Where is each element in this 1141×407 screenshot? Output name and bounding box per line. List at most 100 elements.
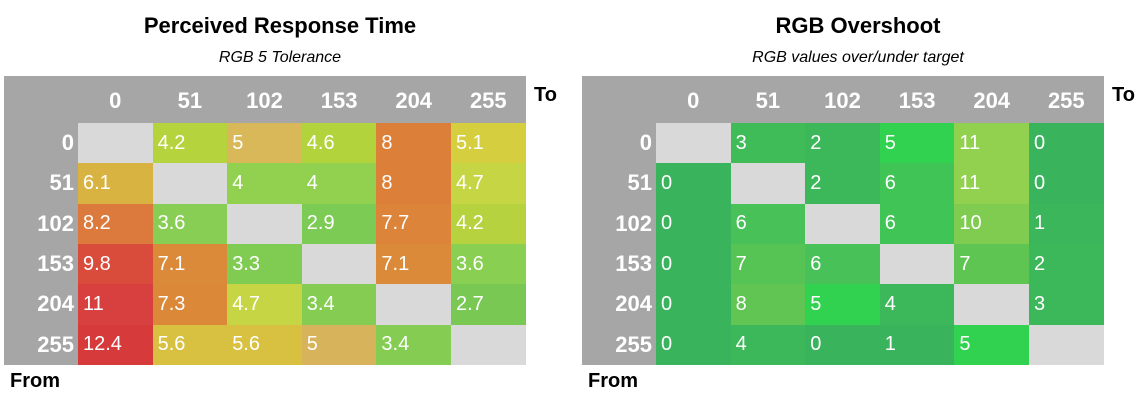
heatmap-grid: 0 51 102 153 204 255 0 4.2 5 4.6 8 5.1 51 6.1 4 4 8 4.7 10… <box>4 76 527 366</box>
row-header: 153 <box>615 251 652 277</box>
heatmap-cell: 4.7 <box>227 284 303 325</box>
column-header: 255 <box>469 88 507 113</box>
column-header: 102 <box>246 88 283 113</box>
heatmap-cell: 6 <box>879 203 955 245</box>
diagonal-cell <box>805 203 881 245</box>
heatmap-cell: 8 <box>376 123 452 164</box>
heatmap-cell: 5 <box>301 324 377 366</box>
heatmap-cell: 5 <box>954 324 1030 366</box>
heatmap-cell: 4.2 <box>451 203 527 245</box>
row-header: 255 <box>615 331 652 357</box>
heatmap-cell: 1 <box>1029 203 1105 245</box>
heatmap-cell: 4 <box>227 163 303 205</box>
diagonal-cell <box>451 324 527 366</box>
column-header: 51 <box>177 88 203 113</box>
heatmap-cell: 0 <box>656 203 732 245</box>
heatmap-cell: 4.6 <box>301 123 377 164</box>
heatmap-cell: 9.8 <box>78 243 154 285</box>
response-time-panel: Perceived Response Time RGB 5 Tolerance … <box>0 0 560 407</box>
x-axis-label: To <box>534 84 557 106</box>
heatmap-cell: 7 <box>730 243 806 285</box>
heatmap-cell: 11 <box>954 123 1030 164</box>
diagonal-cell <box>656 123 732 164</box>
heatmap-cell: 6 <box>879 163 955 205</box>
heatmap-cell: 5.1 <box>451 123 527 164</box>
chart-subtitle: RGB 5 Tolerance <box>218 49 342 66</box>
column-header: 153 <box>898 88 936 113</box>
column-header: 0 <box>109 88 122 113</box>
heatmap-cell: 0 <box>1029 163 1105 205</box>
heatmap-cell: 4 <box>301 163 377 205</box>
row-header: 0 <box>639 130 652 156</box>
diagonal-cell <box>227 203 303 245</box>
heatmap-cell: 3 <box>1029 284 1105 325</box>
heatmap-grid: 0 51 102 153 204 255 0 3 2 5 11 0 51 0 2 6 11 0 102 0 6 6 10 1 1… <box>582 76 1105 366</box>
diagonal-cell <box>879 243 955 285</box>
column-header: 255 <box>1047 88 1085 113</box>
heatmap-cell: 3.4 <box>301 284 377 325</box>
diagonal-cell <box>1029 324 1105 366</box>
row-header: 204 <box>37 291 74 317</box>
heatmap-cell: 3.3 <box>227 243 303 285</box>
heatmap-cell: 2.9 <box>301 203 377 245</box>
column-header: 102 <box>824 88 861 113</box>
heatmap-cell: 7.1 <box>152 243 228 285</box>
heatmap-cell: 3.6 <box>152 203 228 245</box>
diagonal-cell <box>954 284 1030 325</box>
heatmap-cell: 8 <box>730 284 806 325</box>
diagonal-cell <box>301 243 377 285</box>
heatmap-cell: 7 <box>954 243 1030 285</box>
heatmap-cell: 3 <box>730 123 806 164</box>
column-header: 204 <box>395 88 433 113</box>
heatmap-cell: 3.6 <box>451 243 527 285</box>
heatmap-cell: 2 <box>805 123 881 164</box>
column-header: 0 <box>687 88 700 113</box>
diagonal-cell <box>730 163 806 205</box>
heatmap-cell: 1 <box>879 324 955 366</box>
heatmap-cell: 12.4 <box>78 324 154 366</box>
x-axis-label: To <box>1112 84 1135 106</box>
y-axis-label: From <box>10 370 60 392</box>
heatmap-cell: 11 <box>78 284 154 325</box>
heatmap-cell: 2 <box>805 163 881 205</box>
row-header: 51 <box>627 170 652 196</box>
column-header: 204 <box>973 88 1011 113</box>
heatmap-cell: 4 <box>730 324 806 366</box>
heatmap-cell: 4.2 <box>152 123 228 164</box>
overshoot-panel: RGB Overshoot RGB values over/under targ… <box>578 0 1138 407</box>
heatmap-cell: 5 <box>879 123 955 164</box>
heatmap-cell: 7.3 <box>152 284 228 325</box>
heatmap-cell: 0 <box>656 324 732 366</box>
chart-title: Perceived Response Time <box>143 13 417 38</box>
row-header: 255 <box>37 331 74 357</box>
heatmap-cell: 4 <box>879 284 955 325</box>
row-header: 0 <box>61 130 74 156</box>
heatmap-cell: 0 <box>656 284 732 325</box>
heatmap-cell: 5.6 <box>152 324 228 366</box>
heatmap-cell: 3.4 <box>376 324 452 366</box>
diagonal-cell <box>78 123 154 164</box>
column-header: 153 <box>320 88 358 113</box>
heatmap-cell: 5 <box>227 123 303 164</box>
heatmap-cell: 0 <box>805 324 881 366</box>
row-header: 51 <box>49 170 74 196</box>
heatmap-cell: 8 <box>376 163 452 205</box>
heatmap-cell: 6 <box>805 243 881 285</box>
row-header: 102 <box>615 210 652 236</box>
chart-subtitle: RGB values over/under target <box>752 49 964 66</box>
column-header: 51 <box>755 88 781 113</box>
diagonal-cell <box>152 163 228 205</box>
row-header: 153 <box>37 251 74 277</box>
heatmap-cell: 10 <box>954 203 1030 245</box>
heatmap-cell: 8.2 <box>78 203 154 245</box>
row-header: 102 <box>37 210 74 236</box>
heatmap-cell: 11 <box>954 163 1030 205</box>
heatmap-cell: 6.1 <box>78 163 154 205</box>
row-header: 204 <box>615 291 652 317</box>
heatmap-cell: 0 <box>656 243 732 285</box>
heatmap-cell: 7.1 <box>376 243 452 285</box>
heatmap-cell: 7.7 <box>376 203 452 245</box>
heatmap-cell: 5.6 <box>227 324 303 366</box>
heatmap-cell: 5 <box>805 284 881 325</box>
heatmap-cell: 4.7 <box>451 163 527 205</box>
